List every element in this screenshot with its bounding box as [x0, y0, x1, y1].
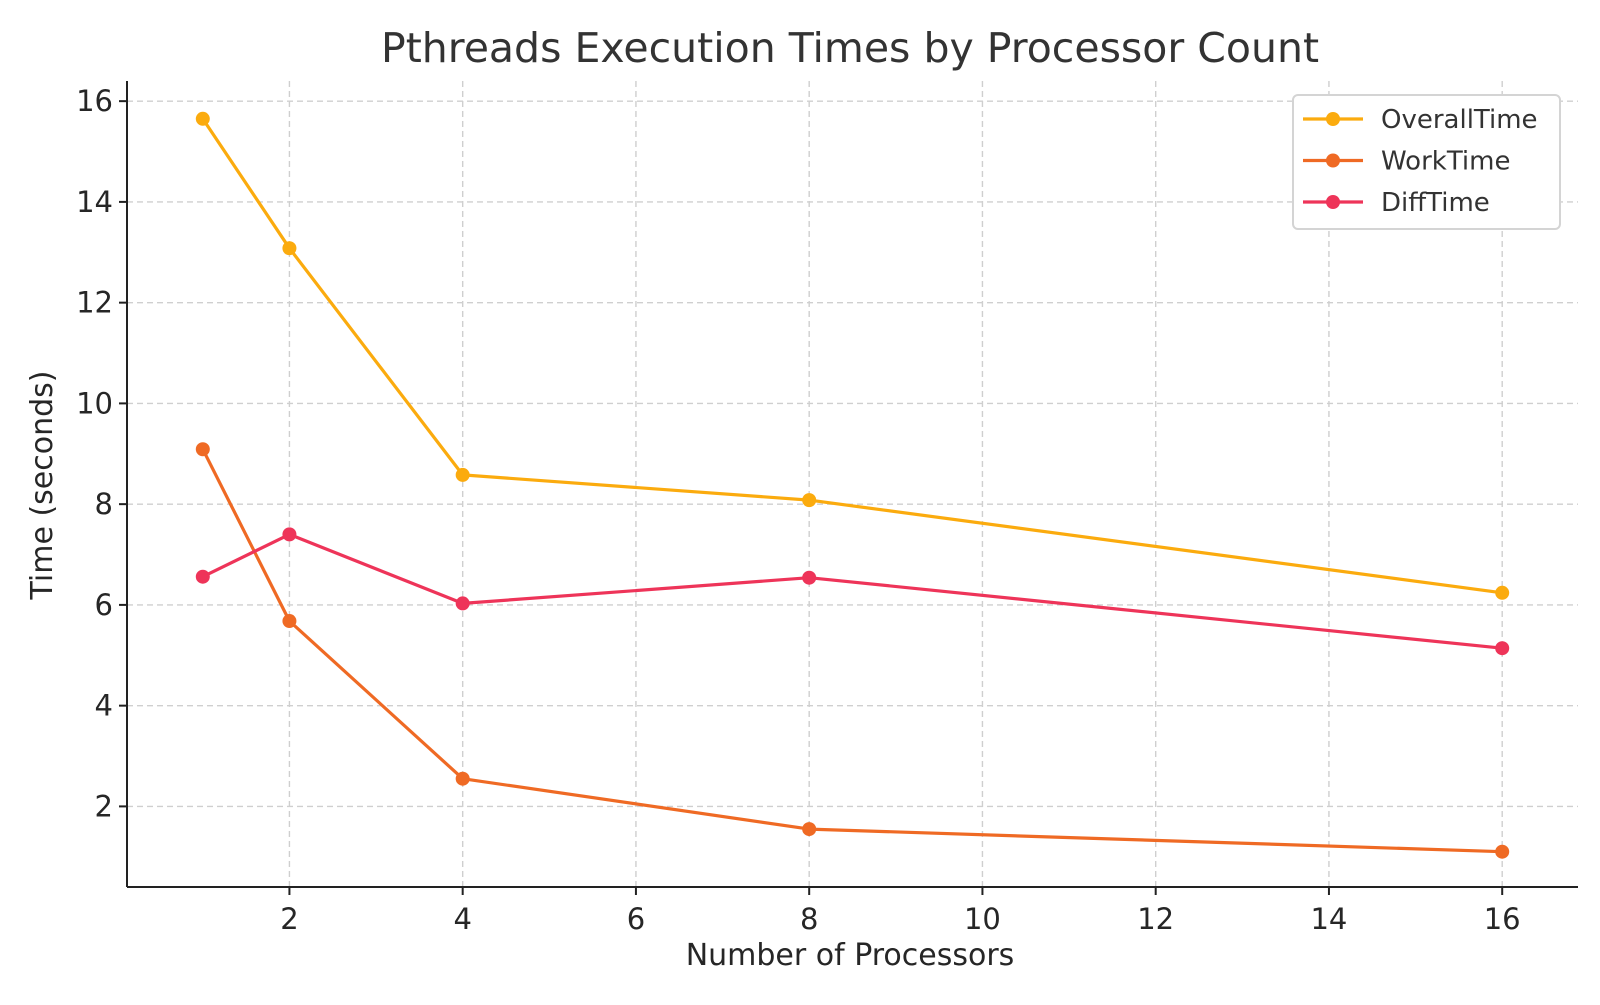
y-tick-label: 6	[95, 588, 113, 622]
data-point-difftime	[282, 527, 297, 542]
legend-entry-overalltime: OverallTime	[1303, 105, 1538, 135]
data-point-difftime	[1495, 641, 1510, 656]
y-axis-label: Time (seconds)	[25, 371, 60, 601]
axes: 2 4 6 8 10 12 14 16 2 4 6 8 10 12 14 16	[76, 81, 1578, 936]
data-point-worktime	[195, 442, 210, 457]
x-tick-label: 8	[800, 902, 818, 936]
data-point-worktime	[282, 614, 297, 629]
data-point-difftime	[195, 569, 210, 584]
legend-label: OverallTime	[1381, 105, 1538, 135]
y-tick-label: 12	[76, 286, 113, 320]
data-point-overalltime	[282, 241, 297, 256]
data-point-worktime	[455, 771, 470, 786]
series-overalltime	[195, 111, 1510, 600]
x-tick-label: 10	[964, 902, 1001, 936]
legend-swatch-marker	[1326, 195, 1340, 209]
x-axis-label: Number of Processors	[686, 938, 1015, 973]
series-line-difftime	[202, 532, 1503, 650]
x-tick-label: 16	[1484, 902, 1521, 936]
legend-entry-difftime: DiffTime	[1303, 188, 1490, 218]
data-point-difftime	[455, 596, 470, 611]
legend-swatch-marker	[1326, 112, 1340, 126]
x-tick-label: 2	[280, 902, 298, 936]
y-tick-label: 10	[76, 386, 113, 420]
data-point-overalltime	[195, 111, 210, 126]
y-tick-label: 4	[95, 689, 113, 723]
grid	[127, 81, 1578, 887]
x-tick-label: 4	[453, 902, 471, 936]
legend-entry-worktime: WorkTime	[1303, 147, 1510, 177]
series-difftime	[195, 527, 1510, 656]
series-line-worktime	[201, 448, 1503, 854]
series-worktime	[195, 442, 1510, 859]
data-point-overalltime	[1495, 585, 1510, 600]
data-point-overalltime	[455, 467, 470, 482]
data-point-overalltime	[802, 493, 817, 508]
x-tick-label: 14	[1310, 902, 1347, 936]
x-tick-label: 12	[1137, 902, 1174, 936]
legend: OverallTime WorkTime DiffTime	[1292, 94, 1561, 230]
data-point-difftime	[802, 570, 817, 585]
y-tick-label: 16	[76, 84, 113, 118]
legend-box	[1292, 94, 1561, 230]
legend-label: DiffTime	[1381, 188, 1490, 218]
data-point-worktime	[1495, 844, 1510, 859]
chart-title: Pthreads Execution Times by Processor Co…	[381, 24, 1319, 72]
data-point-worktime	[802, 822, 817, 837]
legend-label: WorkTime	[1381, 147, 1510, 177]
y-tick-label: 14	[76, 185, 113, 219]
series-layer	[195, 111, 1510, 859]
y-tick-label: 8	[95, 487, 113, 521]
legend-swatch-marker	[1326, 153, 1340, 168]
y-tick-label: 2	[95, 789, 113, 823]
x-tick-label: 6	[627, 902, 645, 936]
